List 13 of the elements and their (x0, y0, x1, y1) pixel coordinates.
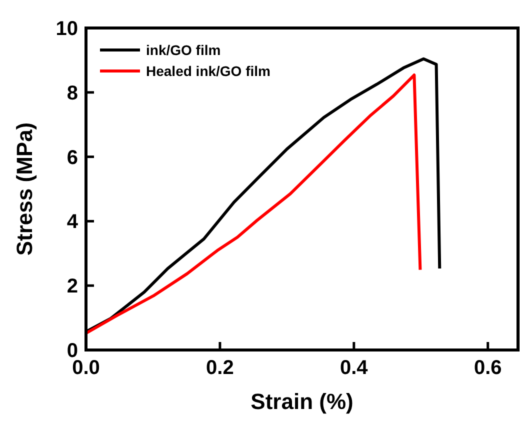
x-tick-label: 0.6 (474, 357, 502, 379)
legend-label: ink/GO film (146, 42, 221, 58)
x-axis-title: Strain (%) (250, 389, 354, 414)
y-tick-label: 2 (66, 276, 78, 298)
legend-label: Healed ink/GO film (146, 63, 270, 79)
x-tick-label: 0.0 (72, 357, 100, 379)
y-tick-label: 10 (56, 18, 78, 40)
y-tick-label: 4 (66, 211, 79, 234)
y-tick-label: 8 (66, 82, 78, 104)
y-tick-label: 6 (66, 146, 78, 169)
x-tick-label: 0.2 (206, 357, 234, 379)
y-axis-title: Stress (MPa) (12, 122, 37, 256)
x-tick-label: 0.4 (340, 357, 369, 379)
